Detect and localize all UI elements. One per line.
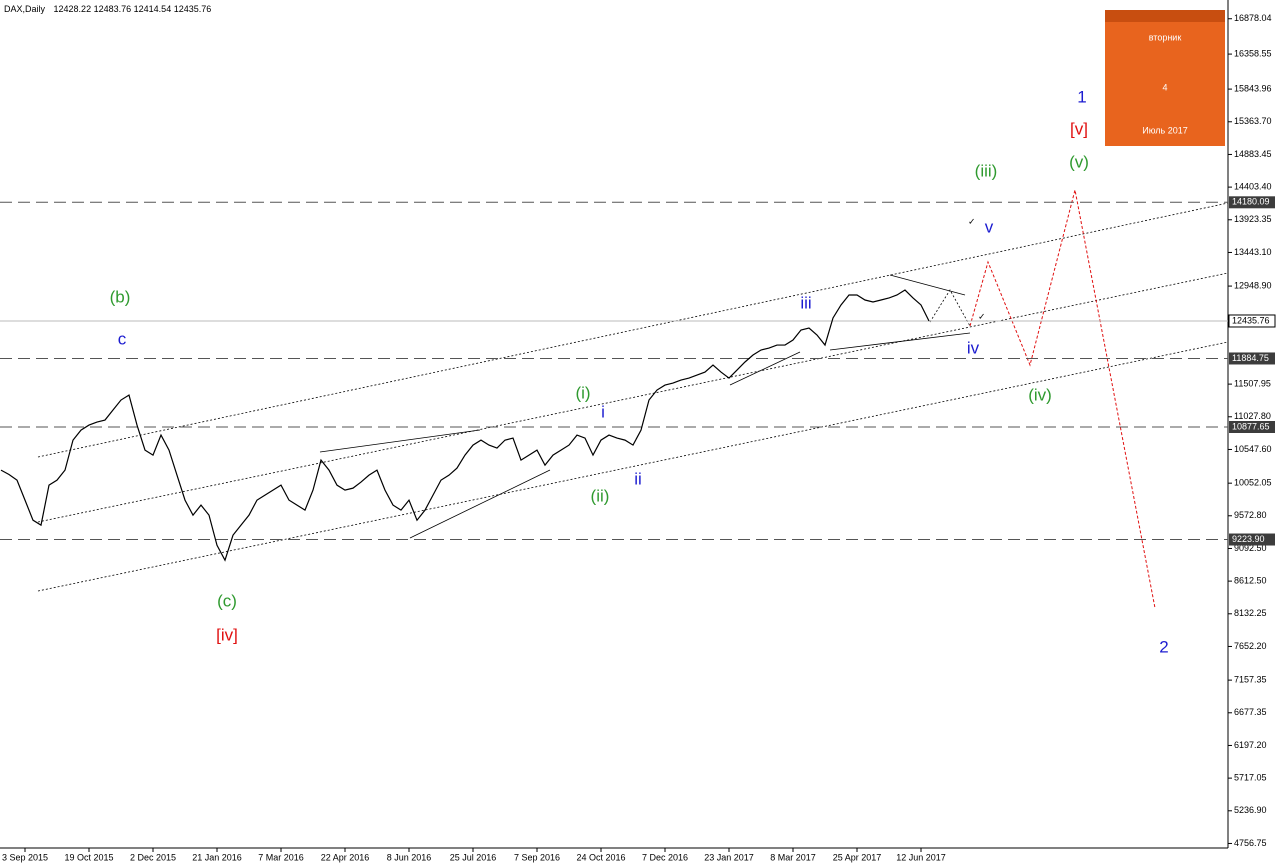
x-tick-label: 12 Jun 2017	[896, 852, 946, 862]
y-tick-label: 9092.50	[1234, 543, 1267, 553]
check-mark: ✓	[978, 311, 986, 321]
wave-label: (c)	[217, 591, 237, 610]
weekday: вторник	[1149, 32, 1182, 42]
trend-line	[729, 351, 801, 386]
y-tick-label: 16878.04	[1234, 13, 1272, 23]
wave-label: (i)	[575, 383, 590, 402]
level-label: 14180.09	[1232, 197, 1270, 207]
wave-label: iii	[800, 293, 811, 312]
y-tick-label: 6677.35	[1234, 707, 1267, 717]
channel-line	[37, 202, 1229, 458]
wave-label: iv	[967, 338, 980, 357]
wave-label: (b)	[110, 287, 131, 306]
y-tick-label: 7652.20	[1234, 641, 1267, 651]
x-tick-label: 25 Apr 2017	[833, 852, 882, 862]
y-tick-label: 8612.50	[1234, 575, 1267, 585]
y-tick-label: 14883.45	[1234, 149, 1272, 159]
y-tick-label: 8132.25	[1234, 608, 1267, 618]
high: 12483.76	[94, 4, 132, 14]
y-tick-label: 13443.10	[1234, 247, 1272, 257]
wave-label: [v]	[1070, 119, 1088, 138]
x-tick-label: 7 Mar 2016	[258, 852, 304, 862]
y-tick-label: 10052.05	[1234, 478, 1272, 488]
day: 4	[1162, 82, 1167, 92]
level-tag	[1229, 421, 1275, 434]
calendar-binding	[1105, 10, 1225, 22]
trend-line	[409, 469, 551, 539]
current-price-tag	[1228, 314, 1276, 328]
month: Июль 2017	[1142, 125, 1187, 135]
wave-label: 1	[1077, 87, 1086, 106]
close: 12435.76	[174, 4, 212, 14]
wave-label: i	[601, 402, 605, 421]
x-tick-label: 25 Jul 2016	[450, 852, 497, 862]
calendar: вторник 4 Июль 2017	[1105, 10, 1225, 146]
current-price-label: 12435.76	[1232, 315, 1270, 325]
y-tick-label: 14403.40	[1234, 181, 1272, 191]
x-tick-label: 8 Jun 2016	[387, 852, 432, 862]
check-mark: ✓	[968, 216, 976, 226]
y-tick-label: 15843.96	[1234, 83, 1272, 93]
y-tick-label: 13923.35	[1234, 214, 1272, 224]
x-tick-label: 21 Jan 2016	[192, 852, 242, 862]
x-tick-label: 22 Apr 2016	[321, 852, 370, 862]
level-label: 11884.75	[1232, 353, 1269, 363]
trend-line	[889, 274, 966, 296]
x-tick-label: 8 Mar 2017	[770, 852, 816, 862]
wave-label: [iv]	[216, 625, 238, 644]
channel-line	[37, 272, 1229, 523]
level-tag	[1229, 352, 1275, 365]
y-tick-label: 11507.95	[1234, 378, 1271, 388]
y-tick-label: 5717.05	[1234, 772, 1267, 782]
wave-label: c	[118, 329, 127, 348]
channels	[37, 202, 1229, 592]
x-tick-label: 7 Sep 2016	[514, 852, 560, 862]
wave-label: v	[985, 217, 994, 236]
x-tick-label: 7 Dec 2016	[642, 852, 688, 862]
y-tick-label: 15363.70	[1234, 116, 1272, 126]
level-tag	[1229, 196, 1275, 209]
x-tick-label: 23 Jan 2017	[704, 852, 754, 862]
y-tick-label: 10547.60	[1234, 444, 1272, 454]
wave-label: (iv)	[1028, 385, 1052, 404]
y-tick-label: 6197.20	[1234, 740, 1267, 750]
wave-label: (iii)	[975, 161, 998, 180]
channel-line	[37, 341, 1229, 592]
trend-line	[319, 429, 481, 453]
y-tick-label: 9572.80	[1234, 510, 1267, 520]
x-tick-label: 24 Oct 2016	[576, 852, 625, 862]
symbol: DAX,Daily	[4, 4, 46, 14]
wave-label: (v)	[1069, 152, 1089, 171]
y-tick-label: 7157.35	[1234, 674, 1267, 684]
open: 12428.22	[54, 4, 92, 14]
trend-line	[829, 332, 971, 351]
y-tick-label: 11027.80	[1234, 411, 1271, 421]
y-tick-label: 4756.75	[1234, 838, 1267, 848]
wave-labels: (b) c (c) [iv] (i) i (ii) ii iii (iii) v…	[110, 87, 1169, 656]
wave-label: (ii)	[591, 486, 610, 505]
wave-label: ii	[634, 469, 642, 488]
y-tick-label: 16358.55	[1234, 48, 1272, 58]
projection-small	[929, 289, 971, 327]
price-line	[0, 289, 930, 562]
header: DAX,Daily 12428.22 12483.76 12414.54 124…	[4, 4, 211, 14]
calendar-page	[1105, 10, 1225, 146]
projection	[969, 189, 1156, 609]
level-label: 10877.65	[1232, 421, 1270, 431]
y-tick-label: 5236.90	[1234, 805, 1267, 815]
x-tick-label: 2 Dec 2015	[130, 852, 176, 862]
wave-label: 2	[1159, 637, 1168, 656]
x-tick-label: 3 Sep 2015	[2, 852, 48, 862]
trend-lines	[319, 274, 971, 539]
level-tag	[1229, 533, 1275, 546]
x-tick-label: 19 Oct 2015	[64, 852, 113, 862]
low: 12414.54	[134, 4, 172, 14]
y-tick-label: 12948.90	[1234, 280, 1272, 290]
level-label: 9223.90	[1232, 534, 1265, 544]
